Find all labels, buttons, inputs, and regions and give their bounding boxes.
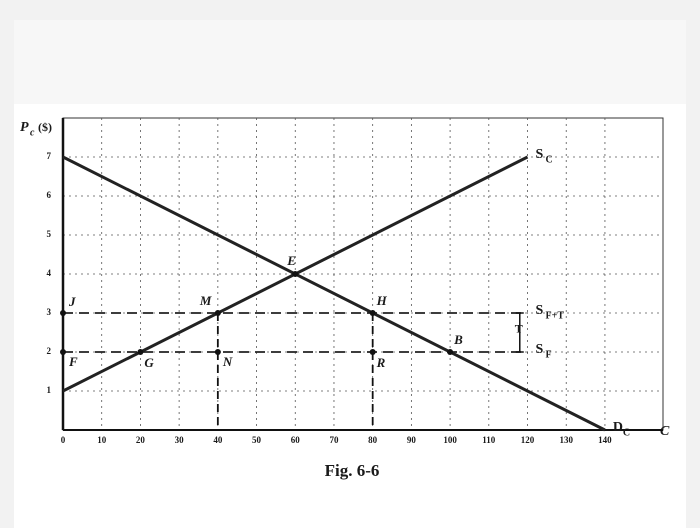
point-label: G	[144, 355, 154, 370]
y-tick-label: 6	[47, 190, 52, 200]
x-tick-label: 80	[368, 435, 378, 445]
point-label: B	[453, 332, 463, 347]
page-header-shade	[14, 20, 686, 104]
x-tick-label: 10	[97, 435, 107, 445]
y-tick-label: 7	[47, 151, 52, 161]
series-label: S	[536, 303, 544, 318]
x-tick-label: 70	[329, 435, 339, 445]
x-tick-label: 60	[291, 435, 301, 445]
point-label: R	[376, 355, 386, 370]
x-tick-label: 130	[559, 435, 573, 445]
point	[369, 310, 376, 316]
point	[137, 349, 144, 355]
series-label: D	[613, 420, 623, 435]
point-label: N	[222, 354, 233, 369]
y-tick-label: 2	[47, 346, 52, 356]
y-tick-label: 5	[47, 229, 52, 239]
y-axis-label-subscript: c	[30, 127, 35, 138]
x-tick-label: 100	[443, 435, 457, 445]
point	[369, 349, 376, 355]
x-tick-label: 140	[598, 435, 612, 445]
y-axis-label: P	[20, 120, 29, 135]
x-tick-label: 30	[175, 435, 185, 445]
series-line	[62, 155, 606, 432]
tax-label: T	[515, 321, 523, 335]
point	[214, 310, 221, 316]
point-label: J	[68, 294, 76, 309]
point-label: M	[199, 293, 212, 308]
y-tick-label: 3	[47, 307, 52, 317]
x-tick-label: 40	[213, 435, 223, 445]
point	[292, 271, 299, 277]
x-tick-label: 20	[136, 435, 146, 445]
x-tick-label: 0	[61, 435, 66, 445]
series-label: S	[536, 342, 544, 357]
series-label: S	[536, 147, 544, 162]
x-tick-label: 120	[521, 435, 535, 445]
series-label-subscript: F+T	[546, 310, 565, 321]
x-axis-label: C	[660, 424, 670, 439]
point	[60, 349, 66, 355]
y-axis-label-unit: ($)	[38, 120, 52, 134]
series-label-subscript: F	[546, 349, 552, 360]
point	[447, 349, 454, 355]
y-tick-label: 1	[47, 385, 52, 395]
y-tick-label: 4	[47, 268, 52, 278]
x-tick-label: 110	[482, 435, 496, 445]
point-label: H	[376, 293, 388, 308]
x-tick-label: 50	[252, 435, 262, 445]
series-label-subscript: C	[546, 154, 553, 165]
point-label: E	[286, 253, 296, 268]
point-label: F	[68, 354, 78, 369]
caption: Fig. 6-6	[325, 461, 380, 480]
point	[60, 310, 66, 316]
x-tick-label: 90	[407, 435, 417, 445]
point	[214, 349, 221, 355]
series-label-subscript: C	[623, 427, 630, 438]
